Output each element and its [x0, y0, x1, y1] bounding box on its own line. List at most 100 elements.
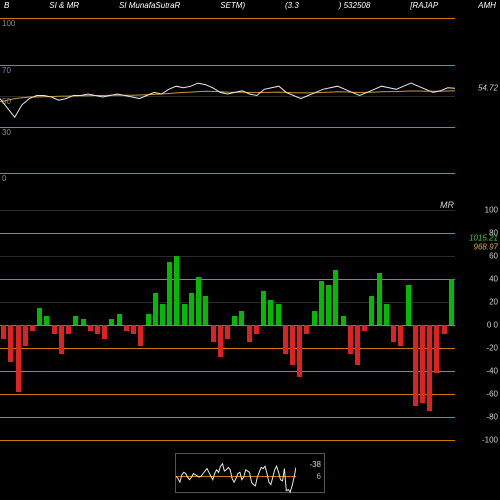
- hdr-0: B: [4, 1, 9, 13]
- mr-bar: [369, 296, 374, 325]
- grid-line: [0, 371, 455, 372]
- axis-label: -20: [486, 344, 498, 353]
- grid-line: [0, 256, 455, 257]
- hdr-4: (3.3: [285, 1, 299, 13]
- hdr-3: SETM): [220, 1, 245, 13]
- mr-bar: [319, 281, 324, 325]
- mr-bar: [73, 316, 78, 325]
- hdr-1: SI & MR: [49, 1, 79, 13]
- mr-bar: [117, 314, 122, 326]
- mr-bar: [1, 325, 6, 339]
- mr-bar: [153, 293, 158, 325]
- mr-bar: [37, 308, 42, 325]
- mr-bar: [377, 273, 382, 325]
- mr-bar: [442, 325, 447, 334]
- mr-bar: [355, 325, 360, 365]
- hdr-6: [RAJAP: [410, 1, 438, 13]
- axis-label: -100: [482, 436, 498, 445]
- mr-bar: [283, 325, 288, 354]
- mr-bar: [138, 325, 143, 346]
- mr-bar: [203, 296, 208, 325]
- mr-bar: [276, 304, 281, 325]
- thumb-label: 6: [317, 472, 321, 481]
- mr-bar: [52, 325, 57, 334]
- mr-bar: [268, 300, 273, 325]
- header-bar: B SI & MR SI MunafaSutraR SETM) (3.3 ) 5…: [0, 0, 500, 14]
- mr-bar: [146, 314, 151, 326]
- mr-bar: [182, 304, 187, 325]
- mr-bar: [44, 316, 49, 325]
- mr-bar: [362, 325, 367, 331]
- axis-label: -40: [486, 367, 498, 376]
- value-label: 1015.21: [469, 233, 498, 242]
- axis-label: 100: [485, 206, 498, 215]
- grid-line: [0, 173, 455, 174]
- mr-bar: [16, 325, 21, 392]
- axis-label: 40: [489, 275, 498, 284]
- thumbnail-panel: -386: [175, 453, 325, 493]
- mr-bar: [59, 325, 64, 354]
- grid-line: [0, 417, 455, 418]
- mr-bar: [131, 325, 136, 334]
- mr-bar: [8, 325, 13, 362]
- grid-line: [0, 210, 455, 211]
- hdr-7: AMH: [478, 1, 496, 13]
- mr-bar: [225, 325, 230, 339]
- mr-bar: [413, 325, 418, 406]
- axis-label: -60: [486, 390, 498, 399]
- mr-bar: [218, 325, 223, 357]
- mr-bar: [312, 311, 317, 325]
- axis-label: 0 0: [487, 321, 498, 330]
- mr-bar: [427, 325, 432, 411]
- thumb-label: -38: [309, 460, 321, 469]
- grid-line: [0, 348, 455, 349]
- mr-bar: [109, 319, 114, 325]
- mr-bar: [297, 325, 302, 377]
- mr-bar: [247, 325, 252, 342]
- axis-label: 20: [489, 298, 498, 307]
- mr-bar: [160, 304, 165, 325]
- axis-label: 60: [489, 252, 498, 261]
- mr-bar: [196, 277, 201, 325]
- mr-panel: MR100806040200 0-20-40-60-80-1001015.219…: [0, 210, 500, 440]
- mr-bar: [290, 325, 295, 365]
- mr-bar: [420, 325, 425, 403]
- mr-bar: [449, 279, 454, 325]
- mr-bar: [333, 270, 338, 325]
- mr-bar: [254, 325, 259, 334]
- hdr-2: SI MunafaSutraR: [119, 1, 180, 13]
- value-label: 968.97: [474, 242, 498, 251]
- mr-title: MR: [440, 200, 454, 210]
- hdr-5: ) 532508: [339, 1, 371, 13]
- mr-bar: [167, 262, 172, 325]
- mr-bar: [124, 325, 129, 331]
- mr-bar: [81, 319, 86, 325]
- mr-bar: [341, 316, 346, 325]
- mr-bar: [30, 325, 35, 331]
- mr-bar: [88, 325, 93, 331]
- grid-line: [0, 440, 455, 441]
- mr-bar: [348, 325, 353, 354]
- grid-line: [0, 233, 455, 234]
- grid-line: [0, 394, 455, 395]
- axis-label: -80: [486, 413, 498, 422]
- axis-label: 0: [2, 174, 6, 183]
- mr-bar: [261, 291, 266, 326]
- mr-bar: [434, 325, 439, 373]
- rsi-panel: 100705030054.72: [0, 18, 500, 173]
- mr-bar: [174, 256, 179, 325]
- mr-bar: [232, 316, 237, 325]
- mr-bar: [391, 325, 396, 342]
- mr-bar: [95, 325, 100, 334]
- mr-bar: [102, 325, 107, 339]
- mr-bar: [304, 325, 309, 334]
- mr-bar: [398, 325, 403, 346]
- mr-bar: [189, 293, 194, 325]
- mr-bar: [239, 311, 244, 325]
- mr-bar: [211, 325, 216, 342]
- grid-line: [0, 302, 455, 303]
- current-value: 54.72: [478, 84, 498, 93]
- mr-bar: [23, 325, 28, 346]
- mr-bar: [384, 304, 389, 325]
- mr-bar: [326, 285, 331, 325]
